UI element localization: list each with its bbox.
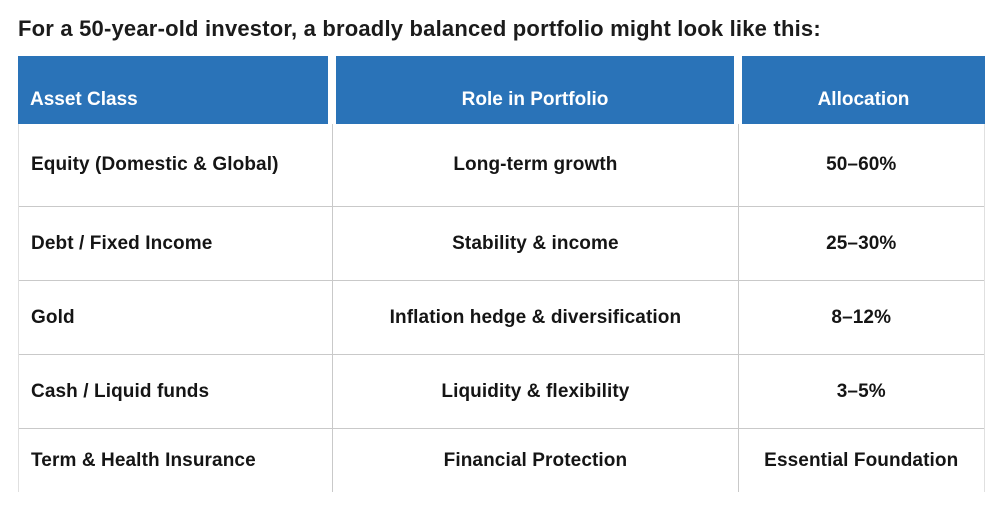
table-row: Gold Inflation hedge & diversification 8… <box>19 280 984 354</box>
table-body: Equity (Domestic & Global) Long-term gro… <box>18 124 985 492</box>
header-cell-allocation: Allocation <box>738 56 985 124</box>
cell-role: Inflation hedge & diversification <box>332 281 737 354</box>
cell-allocation: Essential Foundation <box>737 429 984 492</box>
portfolio-table: Asset Class Role in Portfolio Allocation… <box>18 56 985 492</box>
table-row: Equity (Domestic & Global) Long-term gro… <box>19 124 984 206</box>
cell-role: Long-term growth <box>332 124 737 206</box>
table-row: Cash / Liquid funds Liquidity & flexibil… <box>19 354 984 428</box>
table-row: Term & Health Insurance Financial Protec… <box>19 428 984 492</box>
header-cell-role-in-portfolio: Role in Portfolio <box>332 56 738 124</box>
table-header-row: Asset Class Role in Portfolio Allocation <box>18 56 985 124</box>
cell-asset-class: Cash / Liquid funds <box>31 380 210 402</box>
cell-allocation: 25–30% <box>737 207 984 280</box>
cell-asset-class: Term & Health Insurance <box>31 449 256 471</box>
cell-allocation: 3–5% <box>737 355 984 428</box>
cell-role: Liquidity & flexibility <box>332 355 737 428</box>
header-cell-asset-class: Asset Class <box>18 56 332 124</box>
cell-asset-class: Gold <box>31 306 75 328</box>
cell-allocation: 8–12% <box>737 281 984 354</box>
cell-asset-class: Equity (Domestic & Global) <box>31 154 279 175</box>
cell-asset-class: Debt / Fixed Income <box>31 232 213 254</box>
page-title: For a 50-year-old investor, a broadly ba… <box>18 16 821 41</box>
cell-allocation: 50–60% <box>737 124 984 206</box>
cell-role: Stability & income <box>332 207 737 280</box>
table-row: Debt / Fixed Income Stability & income 2… <box>19 206 984 280</box>
cell-role: Financial Protection <box>332 429 737 492</box>
